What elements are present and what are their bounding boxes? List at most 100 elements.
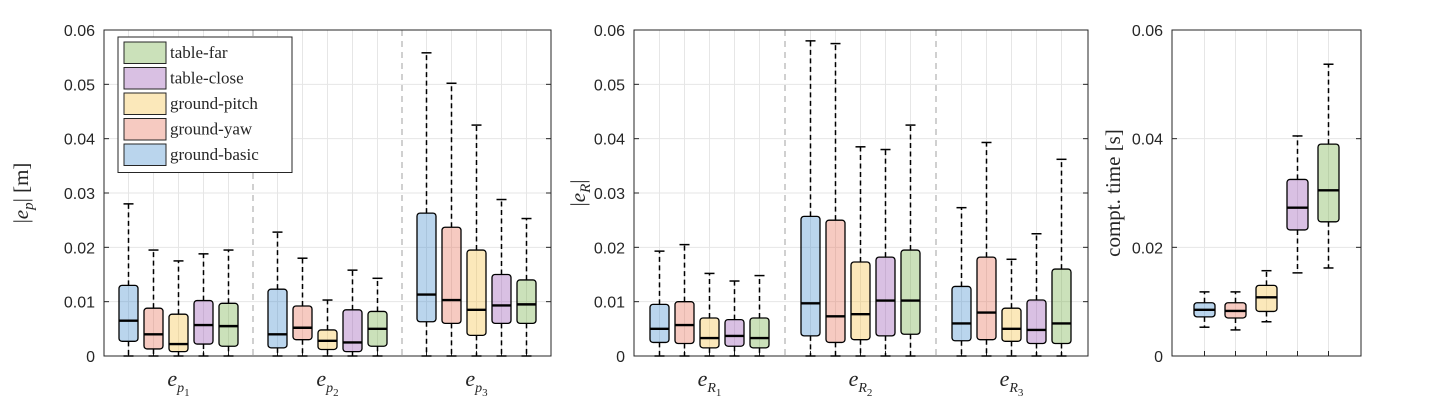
box-table-close (491, 198, 512, 357)
legend-entry: ground-pitch (170, 94, 258, 113)
y-tick-label: 0.04 (64, 132, 95, 149)
legend-entry: ground-yaw (170, 120, 253, 139)
box-table-close (1286, 135, 1309, 356)
group-label: eR1 (698, 366, 722, 399)
box-iqr (976, 256, 997, 341)
box-table-close (193, 253, 214, 357)
legend-swatch (123, 67, 167, 90)
legend-entry: table-far (170, 43, 228, 62)
y-axis-label: |eR| (566, 180, 594, 207)
box-ground-yaw (825, 42, 846, 357)
group-label: ep1 (167, 366, 189, 399)
box-iqr (900, 249, 921, 335)
y-tick-label: 0.06 (64, 23, 95, 40)
box-table-far (516, 217, 537, 357)
box-iqr (724, 318, 745, 347)
box-iqr (699, 317, 720, 349)
box-ground-pitch (1001, 258, 1022, 357)
box-table-far (218, 249, 239, 357)
box-iqr (850, 261, 871, 341)
box-iqr (1317, 143, 1340, 223)
y-tick-label: 0.01 (64, 295, 95, 312)
box-iqr (441, 226, 462, 325)
legend-swatch (123, 143, 167, 166)
y-tick-label: 0.02 (64, 240, 95, 257)
box-ground-pitch (699, 272, 720, 357)
legend-entry: table-close (170, 69, 244, 88)
box-ground-yaw (1224, 291, 1247, 356)
box-ground-basic (800, 40, 821, 357)
box-iqr (491, 273, 512, 325)
y-tick-label: 0.03 (594, 186, 625, 203)
box-iqr (1026, 299, 1047, 345)
y-tick-label: 0.02 (1132, 240, 1163, 257)
y-tick-label: 0.06 (594, 23, 625, 40)
group-label: eR2 (849, 366, 873, 399)
y-axis-label: |ep| [m] (9, 163, 37, 224)
box-iqr (516, 279, 537, 325)
box-iqr (267, 288, 288, 349)
box-ground-pitch (1255, 269, 1278, 356)
box-iqr (800, 215, 821, 337)
box-iqr (118, 284, 139, 342)
box-ground-basic (118, 203, 139, 357)
box-iqr (749, 317, 770, 349)
group-label: ep3 (465, 366, 488, 399)
box-iqr (674, 301, 695, 345)
y-tick-label: 0.04 (1132, 132, 1163, 149)
box-table-far (367, 277, 388, 357)
box-iqr (193, 299, 214, 345)
box-iqr (1051, 268, 1072, 345)
y-tick-label: 0.04 (594, 132, 625, 149)
box-ground-yaw (143, 249, 164, 357)
box-table-far (749, 274, 770, 357)
box-ground-pitch (317, 299, 338, 357)
y-tick-label: 0 (1154, 349, 1163, 366)
box-iqr (168, 313, 189, 353)
box-ground-pitch (850, 146, 871, 357)
legend: table-far table-close ground-pitch ground-y… (117, 36, 293, 173)
box-ground-pitch (168, 260, 189, 357)
box-table-close (1026, 233, 1047, 357)
legend-swatch (123, 41, 167, 64)
box-iqr (342, 309, 363, 353)
box-table-far (1317, 63, 1340, 356)
box-ground-basic (649, 250, 670, 357)
y-tick-label: 0.05 (594, 77, 625, 94)
chart-panel-1: 0 0.01 0.02 0.03 0.04 0.05 0.06 |ep| [m] ep1 ep2 e… (9, 23, 552, 399)
chart-panel-3: 0 0.02 0.04 0.06 compt. time [s] (1101, 23, 1362, 366)
group-label: ep2 (316, 366, 338, 399)
y-tick-label: 0 (616, 349, 625, 366)
box-table-far (900, 124, 921, 357)
box-ground-yaw (976, 141, 997, 357)
legend-swatch (123, 118, 167, 141)
box-ground-yaw (674, 243, 695, 357)
box-ground-basic (267, 231, 288, 357)
group-label: eR3 (1000, 366, 1024, 399)
chart-panel-2: 0 0.01 0.02 0.03 0.04 0.05 0.06 |eR| eR1 eR2 eR3 (566, 23, 1089, 399)
box-iqr (875, 256, 896, 337)
box-ground-yaw (292, 257, 313, 357)
y-tick-label: 0.03 (64, 186, 95, 203)
box-iqr (466, 249, 487, 337)
box-iqr (1286, 178, 1309, 231)
box-ground-basic (1193, 291, 1216, 356)
box-table-far (1051, 158, 1072, 357)
y-tick-label: 0.06 (1132, 23, 1163, 40)
box-table-close (875, 148, 896, 357)
box-ground-yaw (441, 82, 462, 357)
box-iqr (951, 285, 972, 342)
box-iqr (218, 302, 239, 347)
legend-swatch (123, 92, 167, 115)
y-tick-label: 0.01 (594, 295, 625, 312)
box-iqr (649, 303, 670, 344)
box-ground-pitch (466, 124, 487, 357)
box-ground-basic (416, 52, 437, 357)
box-iqr (825, 219, 846, 344)
legend-entry: ground-basic (170, 145, 259, 164)
box-iqr (292, 305, 313, 341)
box-ground-basic (951, 206, 972, 357)
box-iqr (143, 307, 164, 350)
box-iqr (416, 212, 437, 323)
